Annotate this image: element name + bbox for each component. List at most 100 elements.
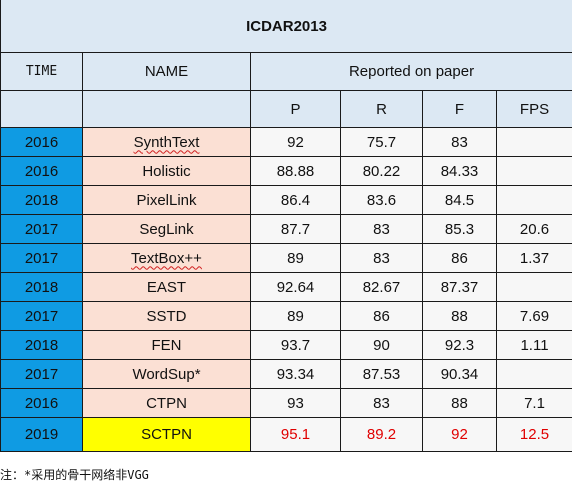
r-cell: 90	[340, 330, 423, 360]
f-cell: 90.34	[422, 359, 497, 389]
fps-cell	[495, 127, 572, 157]
method-cell: EAST	[82, 272, 251, 302]
r-cell: 83.6	[340, 185, 423, 215]
method-name: Holistic	[142, 162, 191, 180]
method-cell: PixelLink	[82, 185, 251, 215]
f-cell: 88	[422, 388, 497, 418]
method-cell: SynthText	[82, 127, 251, 157]
method-cell: Holistic	[82, 156, 251, 186]
header-blank-time	[0, 90, 83, 128]
fps-cell: 1.37	[495, 243, 572, 273]
method-cell: CTPN	[82, 388, 251, 418]
method-cell: SegLink	[82, 214, 251, 244]
method-cell: SSTD	[82, 301, 251, 331]
year-cell: 2016	[0, 127, 83, 157]
year-cell: 2017	[0, 359, 83, 389]
year-cell: 2016	[0, 388, 83, 418]
header-r: R	[340, 90, 423, 128]
r-cell: 82.67	[340, 272, 423, 302]
header-time: TIME	[0, 52, 83, 91]
header-f: F	[422, 90, 497, 128]
footnote: 注：*采用的骨干网络非VGG	[0, 468, 149, 482]
method-name: SegLink	[139, 220, 194, 238]
header-blank-name	[82, 90, 251, 128]
fps-cell: 20.6	[495, 214, 572, 244]
p-cell: 89	[250, 301, 341, 331]
r-cell: 87.53	[340, 359, 423, 389]
method-name: CTPN	[146, 394, 187, 412]
header-name: NAME	[82, 52, 251, 91]
f-cell: 88	[422, 301, 497, 331]
r-cell: 83	[340, 214, 423, 244]
r-cell: 83	[340, 243, 423, 273]
p-cell: 89	[250, 243, 341, 273]
table-title: ICDAR2013	[0, 0, 572, 53]
f-cell: 85.3	[422, 214, 497, 244]
table-row: 2016 SynthText 92 75.7 83	[0, 127, 572, 157]
f-cell: 87.37	[422, 272, 497, 302]
fps-cell: 1.11	[495, 330, 572, 360]
fps-cell	[495, 156, 572, 186]
header-row: TIME NAME Reported on paper	[0, 52, 572, 91]
fps-cell: 7.1	[495, 388, 572, 418]
table-row: 2017 SegLink 87.7 83 85.3 20.6	[0, 214, 572, 244]
year-cell: 2019	[0, 417, 83, 452]
table-row: 2017 TextBox++ 89 83 86 1.37	[0, 243, 572, 273]
r-cell: 83	[340, 388, 423, 418]
highlighted-row: 2019 SCTPN 95.1 89.2 92 12.5	[0, 417, 572, 452]
p-cell: 86.4	[250, 185, 341, 215]
method-name: TextBox++	[131, 249, 202, 267]
year-cell: 2017	[0, 301, 83, 331]
fps-cell	[495, 185, 572, 215]
fps-cell: 12.5	[495, 417, 572, 452]
method-name: WordSup*	[132, 365, 201, 383]
results-table: ICDAR2013 TIME NAME Reported on paper P …	[0, 0, 572, 452]
r-cell: 86	[340, 301, 423, 331]
table-row: 2017 WordSup* 93.34 87.53 90.34	[0, 359, 572, 389]
year-cell: 2018	[0, 330, 83, 360]
p-cell: 93.7	[250, 330, 341, 360]
p-cell: 93	[250, 388, 341, 418]
method-cell: SCTPN	[82, 417, 251, 452]
method-cell: FEN	[82, 330, 251, 360]
p-cell: 92	[250, 127, 341, 157]
f-cell: 84.33	[422, 156, 497, 186]
table-row: 2017 SSTD 89 86 88 7.69	[0, 301, 572, 331]
year-cell: 2017	[0, 243, 83, 273]
method-name: EAST	[146, 278, 187, 296]
p-cell: 87.7	[250, 214, 341, 244]
method-name: FEN	[151, 336, 182, 354]
year-cell: 2017	[0, 214, 83, 244]
year-cell: 2016	[0, 156, 83, 186]
title-row: ICDAR2013	[0, 0, 572, 53]
r-cell: 80.22	[340, 156, 423, 186]
subheader-row: P R F FPS	[0, 90, 572, 128]
fps-cell: 7.69	[495, 301, 572, 331]
method-cell: TextBox++	[82, 243, 251, 273]
p-cell: 88.88	[250, 156, 341, 186]
r-cell: 75.7	[340, 127, 423, 157]
r-cell: 89.2	[340, 417, 423, 452]
year-cell: 2018	[0, 185, 83, 215]
table-row: 2018 EAST 92.64 82.67 87.37	[0, 272, 572, 302]
f-cell: 92	[422, 417, 497, 452]
method-cell: WordSup*	[82, 359, 251, 389]
method-name: PixelLink	[136, 191, 197, 209]
f-cell: 83	[422, 127, 497, 157]
header-reported: Reported on paper	[249, 52, 572, 91]
p-cell: 95.1	[250, 417, 341, 452]
method-name: SynthText	[133, 133, 200, 151]
method-name: SSTD	[146, 307, 187, 325]
header-p: P	[250, 90, 341, 128]
f-cell: 92.3	[422, 330, 497, 360]
table-row: 2016 Holistic 88.88 80.22 84.33	[0, 156, 572, 186]
table-row: 2018 PixelLink 86.4 83.6 84.5	[0, 185, 572, 215]
p-cell: 92.64	[250, 272, 341, 302]
f-cell: 84.5	[422, 185, 497, 215]
table-row: 2016 CTPN 93 83 88 7.1	[0, 388, 572, 418]
table-row: 2018 FEN 93.7 90 92.3 1.11	[0, 330, 572, 360]
f-cell: 86	[422, 243, 497, 273]
fps-cell	[495, 272, 572, 302]
method-name: SCTPN	[141, 426, 192, 443]
year-cell: 2018	[0, 272, 83, 302]
